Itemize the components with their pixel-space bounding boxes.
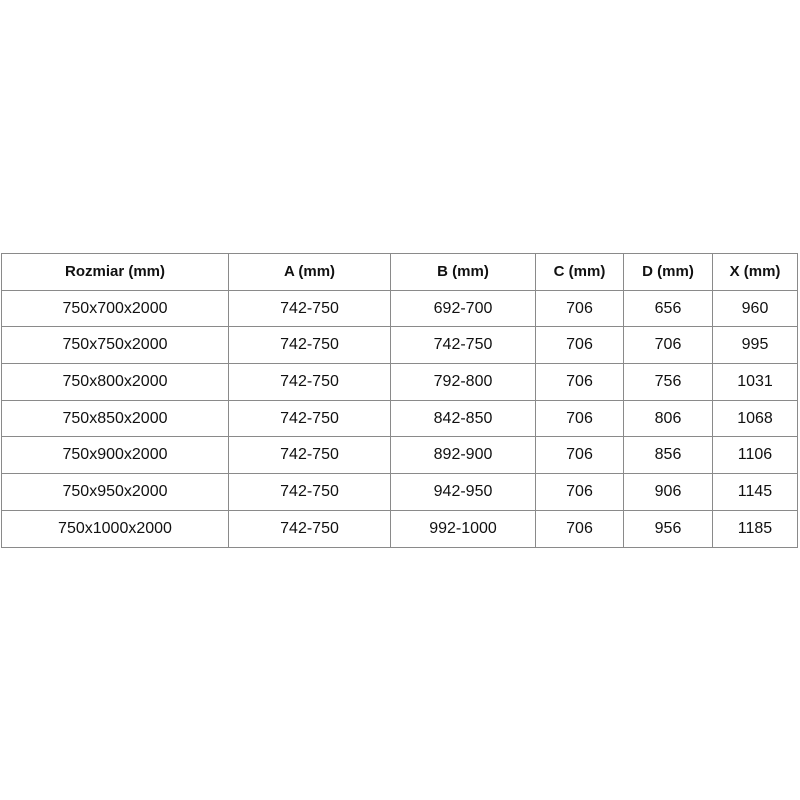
table-row: 750x800x2000 742-750 792-800 706 756 1031 — [1, 363, 798, 401]
column-header: X (mm) — [712, 253, 798, 291]
table-cell: 1068 — [712, 399, 798, 438]
table-cell: 692-700 — [390, 289, 536, 328]
table-cell: 750x850x2000 — [1, 399, 229, 438]
table-cell: 706 — [535, 473, 624, 511]
table-row: 750x950x2000 742-750 942-950 706 906 1145 — [1, 473, 798, 511]
table-cell: 906 — [623, 473, 713, 511]
table-row: 750x700x2000 742-750 692-700 706 656 960 — [1, 289, 798, 328]
table-cell: 742-750 — [228, 509, 391, 548]
table-cell: 956 — [623, 509, 713, 548]
table-cell: 742-750 — [228, 436, 391, 475]
table-cell: 742-750 — [228, 473, 391, 511]
table-cell: 995 — [712, 326, 798, 365]
table-cell: 750x700x2000 — [1, 289, 229, 328]
table-cell: 750x950x2000 — [1, 473, 229, 511]
table-cell: 1031 — [712, 363, 798, 401]
table-cell: 742-750 — [228, 363, 391, 401]
table-cell: 750x800x2000 — [1, 363, 229, 401]
table-cell: 656 — [623, 289, 713, 328]
table-cell: 942-950 — [390, 473, 536, 511]
dimensions-table: Rozmiar (mm) A (mm) B (mm) C (mm) D (mm) X (m… — [1, 253, 798, 548]
table-cell: 992-1000 — [390, 509, 536, 548]
table-row: 750x750x2000 742-750 742-750 706 706 995 — [1, 326, 798, 365]
table-cell: 742-750 — [390, 326, 536, 365]
table-cell: 706 — [535, 326, 624, 365]
table-cell: 892-900 — [390, 436, 536, 475]
table-cell: 960 — [712, 289, 798, 328]
table-cell: 750x900x2000 — [1, 436, 229, 475]
table-cell: 706 — [535, 509, 624, 548]
column-header: B (mm) — [390, 253, 536, 291]
table-cell: 742-750 — [228, 289, 391, 328]
column-header: D (mm) — [623, 253, 713, 291]
table-cell: 706 — [535, 436, 624, 475]
table-cell: 706 — [623, 326, 713, 365]
table-cell: 1145 — [712, 473, 798, 511]
table-cell: 706 — [535, 289, 624, 328]
column-header: C (mm) — [535, 253, 624, 291]
table-cell: 856 — [623, 436, 713, 475]
header-row: Rozmiar (mm) A (mm) B (mm) C (mm) D (mm) X (m… — [1, 253, 798, 291]
table-cell: 706 — [535, 363, 624, 401]
table-cell: 842-850 — [390, 399, 536, 438]
table-cell: 742-750 — [228, 326, 391, 365]
table-cell: 750x750x2000 — [1, 326, 229, 365]
column-header: Rozmiar (mm) — [1, 253, 229, 291]
table-row: 750x850x2000 742-750 842-850 706 806 1068 — [1, 399, 798, 438]
table-row: 750x1000x2000 742-750 992-1000 706 956 1185 — [1, 509, 798, 548]
table-cell: 750x1000x2000 — [1, 509, 229, 548]
table-row: 750x900x2000 742-750 892-900 706 856 1106 — [1, 436, 798, 475]
table-cell: 1185 — [712, 509, 798, 548]
table-cell: 742-750 — [228, 399, 391, 438]
table-cell: 806 — [623, 399, 713, 438]
table-cell: 792-800 — [390, 363, 536, 401]
table-cell: 706 — [535, 399, 624, 438]
column-header: A (mm) — [228, 253, 391, 291]
table-cell: 1106 — [712, 436, 798, 475]
table-cell: 756 — [623, 363, 713, 401]
